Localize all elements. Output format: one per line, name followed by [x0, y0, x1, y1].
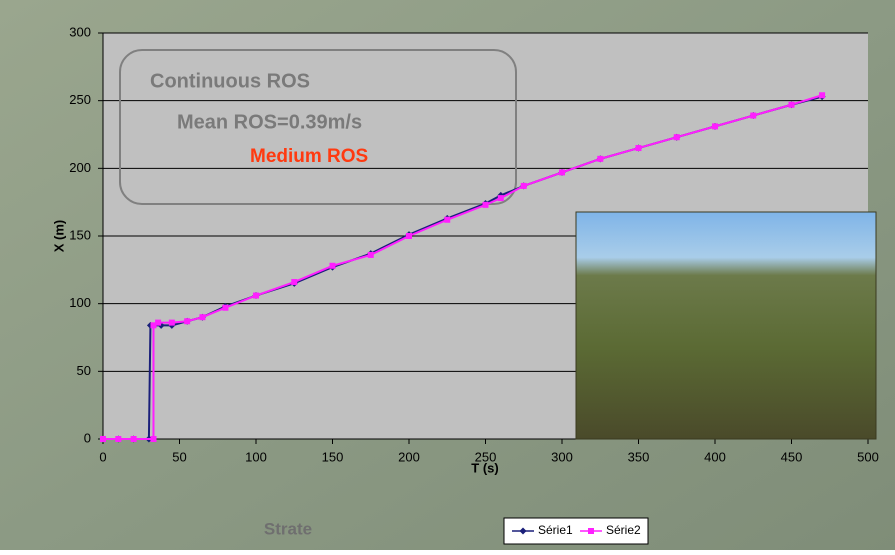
- x-tick-label: 500: [857, 449, 879, 464]
- x-tick-label: 250: [475, 449, 497, 464]
- photo: [576, 212, 876, 439]
- annotation: Continuous ROS: [150, 70, 310, 92]
- marker: [673, 134, 680, 141]
- marker: [100, 436, 106, 442]
- marker: [253, 292, 259, 299]
- marker: [155, 319, 162, 326]
- marker: [329, 262, 336, 269]
- y-tick-label: 200: [69, 160, 91, 175]
- marker: [150, 322, 157, 329]
- y-tick-label: 150: [69, 227, 91, 242]
- marker: [588, 528, 594, 534]
- x-tick-label: 300: [551, 449, 573, 464]
- caption: Strate: [264, 519, 312, 538]
- y-axis-label: X (m): [51, 220, 66, 253]
- x-tick-label: 200: [398, 449, 420, 464]
- marker: [115, 436, 122, 442]
- y-tick-label: 50: [77, 363, 91, 378]
- marker: [130, 436, 137, 442]
- marker: [482, 201, 489, 208]
- y-tick-label: 0: [84, 430, 91, 445]
- photo-frame: [575, 211, 877, 440]
- marker: [519, 527, 527, 535]
- marker: [291, 279, 298, 286]
- marker: [597, 155, 604, 162]
- x-tick-label: 150: [322, 449, 344, 464]
- marker: [222, 304, 229, 311]
- x-tick-label: 400: [704, 449, 726, 464]
- marker: [406, 233, 412, 239]
- annotation: Medium ROS: [250, 146, 368, 167]
- legend-label: Série2: [606, 523, 641, 537]
- marker: [168, 319, 175, 326]
- marker: [497, 195, 504, 202]
- marker: [199, 314, 206, 321]
- marker: [635, 145, 642, 152]
- y-tick-label: 100: [69, 295, 91, 310]
- marker: [788, 101, 795, 108]
- marker: [150, 436, 157, 442]
- x-tick-label: 350: [628, 449, 650, 464]
- annotation-box: [119, 49, 517, 205]
- x-tick-label: 100: [245, 449, 267, 464]
- x-tick-label: 50: [172, 449, 186, 464]
- x-axis-label: T (s): [471, 460, 498, 475]
- marker: [520, 182, 527, 189]
- x-tick-label: 450: [781, 449, 803, 464]
- marker: [367, 251, 374, 258]
- marker: [712, 123, 718, 130]
- marker: [444, 216, 451, 223]
- x-tick-label: 0: [99, 449, 106, 464]
- marker: [559, 169, 565, 176]
- annotation: Mean ROS=0.39m/s: [177, 111, 362, 133]
- y-tick-label: 250: [69, 92, 91, 107]
- y-tick-label: 300: [69, 24, 91, 39]
- legend-label: Série1: [538, 523, 573, 537]
- marker: [184, 318, 191, 325]
- marker: [819, 92, 826, 99]
- marker: [750, 112, 757, 119]
